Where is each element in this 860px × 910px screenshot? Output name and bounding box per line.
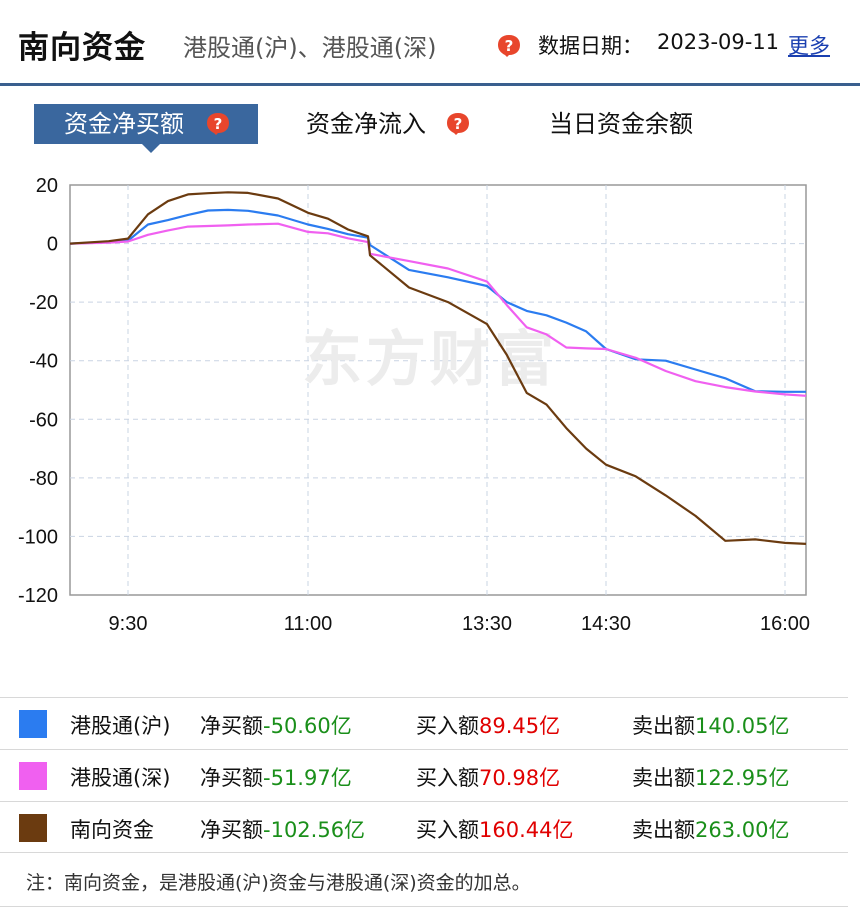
page-title: 南向资金	[18, 30, 146, 66]
summary-row-hk-sh: 港股通(沪) 净买额-50.60亿 买入额89.45亿 卖出额140.05亿	[0, 697, 848, 749]
y-tick-label: -20	[29, 292, 58, 314]
net-buy-label: 净买额	[200, 766, 263, 790]
y-tick-label: -60	[29, 409, 58, 431]
net-buy-value: -50.60亿	[263, 714, 352, 738]
help-icon[interactable]: ?	[446, 112, 470, 136]
y-tick-label: -100	[18, 526, 58, 548]
summary-row-hk-sz: 港股通(深) 净买额-51.97亿 买入额70.98亿 卖出额122.95亿	[0, 749, 848, 801]
sell-label: 卖出额	[632, 714, 695, 738]
tab-bar: 资金净买额 ? 资金净流入 ? 当日资金余额	[0, 100, 860, 160]
net-buy-cell: 净买额-50.60亿	[200, 710, 352, 740]
date-value: 2023-09-11	[657, 30, 780, 54]
buy-value: 70.98亿	[479, 766, 561, 790]
sell-cell: 卖出额122.95亿	[632, 762, 789, 792]
series-line	[69, 208, 806, 393]
summary-row-southbound: 南向资金 净买额-102.56亿 买入额160.44亿 卖出额263.00亿	[0, 801, 848, 853]
plot-area	[69, 184, 807, 596]
x-tick-label: 9:30	[109, 613, 148, 635]
summary-table: 港股通(沪) 净买额-50.60亿 买入额89.45亿 卖出额140.05亿 港…	[0, 697, 848, 853]
net-buy-value: -102.56亿	[263, 818, 366, 842]
y-tick-label: -120	[18, 585, 58, 607]
sell-value: 263.00亿	[695, 818, 790, 842]
series-line	[69, 222, 807, 397]
series-line	[69, 191, 807, 545]
net-buy-value: -51.97亿	[263, 766, 352, 790]
page-subtitle: 港股通(沪)、港股通(深)	[183, 34, 437, 62]
active-tab-pointer	[142, 144, 160, 153]
x-tick-label: 16:00	[760, 613, 810, 635]
series-name: 南向资金	[70, 818, 154, 842]
divider	[0, 906, 848, 907]
y-tick-label: -40	[29, 351, 58, 373]
more-link[interactable]: 更多	[788, 34, 830, 58]
x-tick-label: 11:00	[284, 613, 333, 635]
net-buy-label: 净买额	[200, 818, 263, 842]
sell-label: 卖出额	[632, 818, 695, 842]
y-tick-label: 0	[47, 234, 58, 256]
svg-text:?: ?	[214, 115, 223, 133]
buy-cell: 买入额70.98亿	[416, 762, 560, 792]
color-swatch	[19, 762, 47, 790]
svg-text:?: ?	[505, 37, 514, 55]
buy-value: 160.44亿	[479, 818, 574, 842]
tab-daily-balance-label: 当日资金余额	[549, 110, 693, 138]
y-tick-label: 20	[36, 175, 58, 197]
buy-label: 买入额	[416, 714, 479, 738]
x-tick-label: 13:30	[462, 613, 512, 635]
date-label: 数据日期：	[538, 34, 643, 58]
page-header: 南向资金 港股通(沪)、港股通(深) ? 数据日期： 2023-09-11 更多	[0, 0, 860, 86]
series-name: 港股通(深)	[70, 766, 171, 790]
sell-cell: 卖出额140.05亿	[632, 710, 789, 740]
tab-daily-balance[interactable]: 当日资金余额	[549, 104, 749, 144]
net-buy-cell: 净买额-51.97亿	[200, 762, 352, 792]
buy-cell: 买入额89.45亿	[416, 710, 560, 740]
buy-label: 买入额	[416, 766, 479, 790]
sell-cell: 卖出额263.00亿	[632, 814, 789, 844]
help-icon[interactable]: ?	[206, 112, 230, 136]
x-tick-label: 14:30	[581, 613, 631, 635]
buy-value: 89.45亿	[479, 714, 561, 738]
watermark: 东方财富	[302, 325, 558, 395]
buy-label: 买入额	[416, 818, 479, 842]
y-tick-label: -80	[29, 468, 58, 490]
net-buy-label: 净买额	[200, 714, 263, 738]
sell-label: 卖出额	[632, 766, 695, 790]
series-name: 港股通(沪)	[70, 714, 171, 738]
sell-value: 122.95亿	[695, 766, 790, 790]
tab-net-inflow-label: 资金净流入	[306, 110, 426, 138]
tab-net-buy[interactable]: 资金净买额 ?	[34, 104, 258, 144]
help-icon[interactable]: ?	[497, 34, 521, 58]
color-swatch	[19, 814, 47, 842]
footnote: 注：南向资金，是港股通(沪)资金与港股通(深)资金的加总。	[26, 872, 531, 894]
tab-net-inflow[interactable]: 资金净流入 ?	[306, 104, 486, 144]
tab-net-buy-label: 资金净买额	[64, 110, 184, 138]
net-buy-cell: 净买额-102.56亿	[200, 814, 365, 844]
sell-value: 140.05亿	[695, 714, 790, 738]
buy-cell: 买入额160.44亿	[416, 814, 573, 844]
net-buy-chart: 20 0 -20 -40 -60 -80 -100 -120 9:30 11:00 13:30 14:…	[18, 175, 810, 635]
svg-text:?: ?	[454, 115, 463, 133]
color-swatch	[19, 710, 47, 738]
